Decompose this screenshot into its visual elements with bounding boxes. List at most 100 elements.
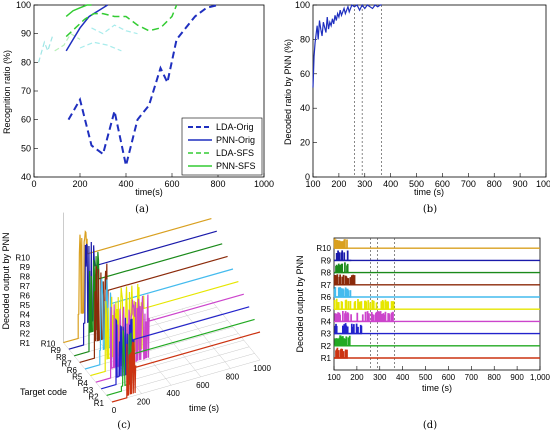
row-label: R6 bbox=[321, 293, 332, 302]
x-tick-label: 200 bbox=[137, 398, 151, 407]
y-tick-label: 60 bbox=[21, 115, 31, 125]
level-label: R9 bbox=[20, 263, 31, 272]
depth-tick-label: R4 bbox=[78, 379, 89, 388]
caption-d: (d) bbox=[423, 420, 437, 431]
level-label: R8 bbox=[20, 273, 31, 282]
depth-tick-label: R5 bbox=[72, 373, 83, 382]
caption-b: (b) bbox=[423, 204, 437, 215]
level-label: R1 bbox=[20, 339, 31, 348]
waterfall-trace-r6 bbox=[84, 268, 234, 370]
ghost-trace bbox=[91, 24, 138, 35]
series-line-pnn-orig bbox=[65, 4, 108, 52]
y-axis-label-d: Decoded output by PNN bbox=[295, 255, 305, 352]
y-tick-label: 20 bbox=[300, 138, 310, 148]
x-tick-label: 1,000 bbox=[530, 373, 550, 382]
level-label: R3 bbox=[20, 320, 31, 329]
y-axis-label-c: Decoded output by PNN bbox=[1, 232, 11, 329]
level-label: R4 bbox=[20, 311, 31, 320]
waterfall-trace-r5 bbox=[90, 281, 239, 377]
waterfall-trace-r8 bbox=[74, 243, 223, 357]
x-tick-label: 800 bbox=[226, 372, 240, 381]
row-transient-r8 bbox=[334, 262, 350, 274]
ghost-trace bbox=[79, 41, 122, 52]
depth-tick-label: R1 bbox=[94, 399, 105, 408]
chart-panel-b: 100 200 300 400 500 600 700 800 900 1000 0 20 40 60 80… bbox=[283, 0, 550, 215]
y-tick-label: 0 bbox=[305, 172, 310, 182]
x-tick-label: 400 bbox=[396, 373, 410, 382]
floor-grid bbox=[90, 333, 239, 376]
chart-panel-d: 100 200 300 400 500 600 700 800 900 1,000 R1 R2 R3 R4… bbox=[295, 237, 550, 431]
row-transient-r5 bbox=[333, 298, 395, 310]
x-tick-label: 200 bbox=[331, 179, 346, 189]
chart-panel-c: R1R1R2R2R3R3R4R4R5R5R6R6R7R7R8R8R9R9R10R… bbox=[1, 212, 271, 431]
depth-tick-label: R6 bbox=[67, 366, 78, 375]
chart-panel-a: 0 200 400 600 800 1000 40 50 60 70 80 90 100 time(s)… bbox=[2, 0, 274, 215]
row-transient-r10 bbox=[333, 238, 348, 249]
x-tick-label: 200 bbox=[350, 373, 364, 382]
x-axis-label-a: time(s) bbox=[135, 187, 163, 197]
depth-tick-label: R7 bbox=[61, 359, 72, 368]
row-label: R4 bbox=[321, 317, 332, 326]
level-label: R5 bbox=[20, 301, 31, 310]
depth-tick-label: R9 bbox=[51, 346, 62, 355]
row-label: R5 bbox=[321, 305, 332, 314]
y-tick-label: 100 bbox=[16, 0, 31, 10]
ghost-trace bbox=[54, 32, 81, 52]
series-line-decoded-ratio bbox=[312, 3, 382, 88]
x-tick-label: 700 bbox=[461, 179, 476, 189]
row-label: R2 bbox=[321, 342, 332, 351]
depth-axis-label-c: Target code bbox=[20, 387, 67, 397]
waterfall-trace-r10 bbox=[63, 218, 212, 344]
legend-entry: PNN-SFS bbox=[216, 161, 256, 171]
y-tick-label: 40 bbox=[300, 103, 310, 113]
floor-grid bbox=[63, 342, 113, 403]
level-label: R7 bbox=[20, 282, 31, 291]
x-axis-label-d: time (s) bbox=[422, 383, 452, 393]
x-tick-label: 400 bbox=[383, 179, 398, 189]
series-line-lda-sfs bbox=[65, 4, 178, 38]
floor-grid bbox=[181, 308, 231, 369]
row-transient-r6 bbox=[333, 287, 352, 298]
legend-entry: LDA-SFS bbox=[216, 148, 254, 158]
depth-tick-label: R2 bbox=[88, 392, 99, 401]
x-tick-label: 500 bbox=[419, 373, 433, 382]
waterfall-trace-r1 bbox=[111, 331, 261, 403]
x-tick-label: 500 bbox=[409, 179, 424, 189]
x-tick-label: 100 bbox=[327, 373, 341, 382]
level-label: R2 bbox=[20, 330, 31, 339]
x-tick-label: 600 bbox=[435, 179, 450, 189]
level-label: R10 bbox=[15, 254, 30, 263]
y-tick-label: 40 bbox=[21, 172, 31, 182]
series-line-pnn-sfs bbox=[65, 4, 92, 18]
floor-grid bbox=[111, 359, 261, 403]
ghost-trace bbox=[38, 36, 53, 63]
floor-grid bbox=[211, 300, 261, 361]
x-tick-label: 400 bbox=[167, 389, 181, 398]
depth-tick-label: R8 bbox=[56, 353, 67, 362]
x-tick-label: 1000 bbox=[536, 179, 550, 189]
x-tick-label: 300 bbox=[357, 179, 372, 189]
y-tick-label: 60 bbox=[300, 69, 310, 79]
x-tick-label: 1000 bbox=[254, 179, 274, 189]
caption-c: (c) bbox=[117, 420, 131, 431]
row-label: R8 bbox=[321, 269, 332, 278]
row-transient-r3 bbox=[334, 323, 363, 335]
x-tick-label: 300 bbox=[373, 373, 387, 382]
floor-grid bbox=[84, 326, 234, 370]
x-tick-label: 800 bbox=[488, 373, 502, 382]
level-label: R6 bbox=[20, 292, 31, 301]
floor-grid bbox=[152, 317, 201, 377]
row-label: R7 bbox=[321, 281, 332, 290]
y-tick-label: 90 bbox=[21, 29, 31, 39]
row-transient-r7 bbox=[333, 274, 356, 286]
y-axis-label-b: Decoded ratio by PNN (%) bbox=[283, 39, 293, 145]
row-transient-r9 bbox=[334, 250, 352, 262]
x-tick-label: 800 bbox=[487, 179, 502, 189]
waterfall-trace-r7 bbox=[79, 255, 228, 363]
x-axis-label-b: time (s) bbox=[414, 187, 444, 197]
y-tick-label: 50 bbox=[21, 143, 31, 153]
x-tick-label: 200 bbox=[72, 179, 87, 189]
x-tick-label: 0 bbox=[31, 179, 36, 189]
floor-grid bbox=[101, 346, 250, 389]
depth-tick-label: R3 bbox=[83, 386, 94, 395]
